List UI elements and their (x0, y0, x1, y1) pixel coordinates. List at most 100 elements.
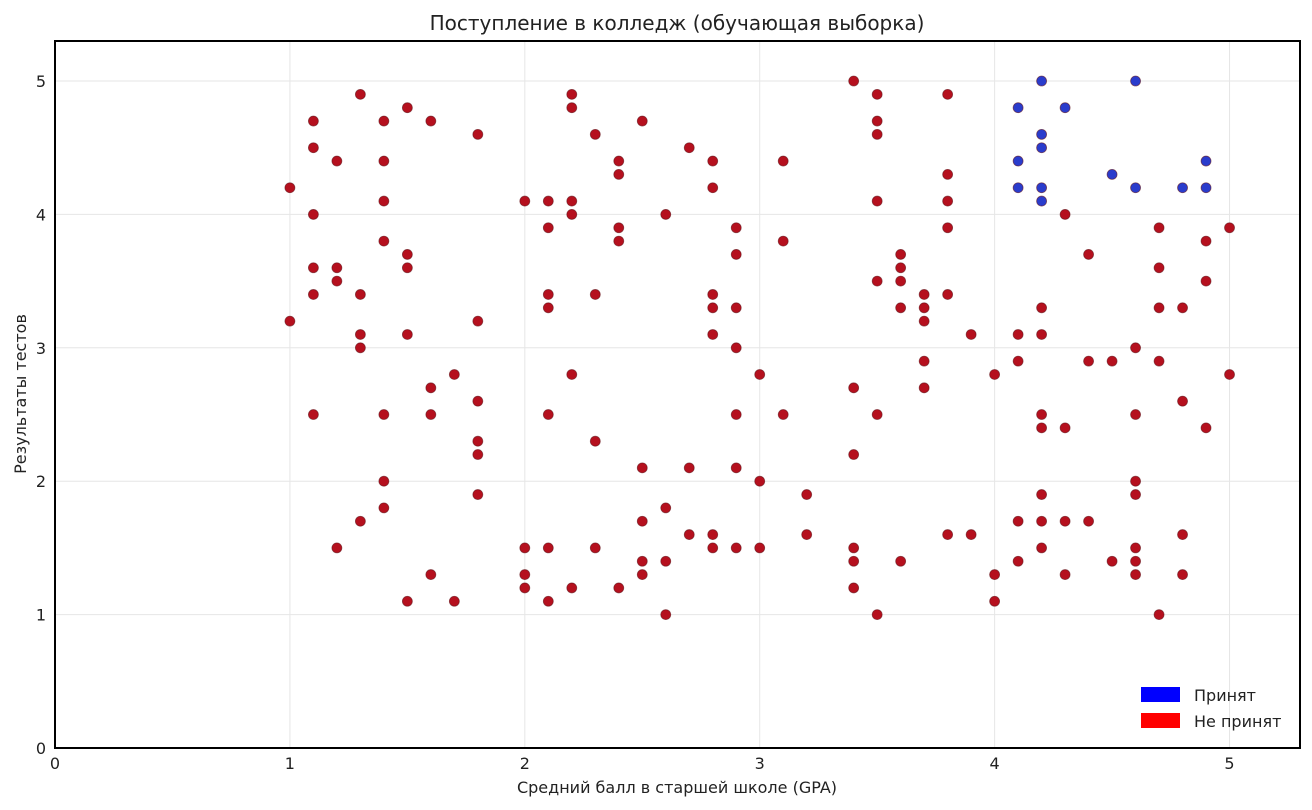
point-rejected (331, 155, 343, 167)
point-rejected (942, 529, 954, 540)
point-rejected (754, 542, 766, 554)
point-rejected (1177, 395, 1188, 407)
y-tick-label: 0 (36, 739, 46, 758)
point-accepted (1036, 182, 1048, 194)
y-axis-label: Результаты тестов (11, 314, 30, 474)
point-rejected (683, 142, 695, 154)
point-rejected (354, 289, 366, 300)
legend-swatch-accepted (1141, 687, 1180, 702)
point-rejected (1130, 569, 1141, 580)
point-rejected (378, 115, 390, 127)
point-rejected (425, 382, 437, 394)
point-rejected (354, 88, 366, 100)
point-rejected (566, 195, 578, 207)
point-rejected (1200, 422, 1212, 434)
point-rejected (1059, 209, 1071, 220)
point-accepted (1012, 102, 1024, 114)
point-rejected (1012, 355, 1024, 367)
point-rejected (1012, 515, 1024, 527)
point-rejected (542, 409, 554, 420)
y-tick-label: 1 (36, 606, 46, 625)
point-rejected (707, 289, 719, 300)
point-rejected (989, 595, 1001, 607)
point-accepted (1036, 142, 1048, 154)
point-rejected (730, 342, 742, 354)
y-tick-label: 5 (36, 72, 46, 91)
point-rejected (448, 369, 460, 380)
point-rejected (918, 289, 930, 300)
legend-swatch-rejected (1141, 713, 1180, 728)
point-rejected (378, 195, 390, 207)
point-rejected (754, 369, 766, 380)
point-rejected (378, 409, 390, 420)
point-rejected (1083, 249, 1094, 260)
point-rejected (613, 155, 625, 167)
point-rejected (378, 235, 390, 247)
point-rejected (683, 529, 695, 540)
point-accepted (1130, 182, 1141, 194)
point-rejected (378, 155, 390, 167)
point-rejected (1153, 222, 1165, 234)
point-rejected (1177, 569, 1188, 580)
point-rejected (1036, 542, 1048, 554)
point-accepted (1130, 75, 1141, 87)
point-accepted (1036, 195, 1048, 207)
point-rejected (307, 209, 319, 220)
point-rejected (730, 222, 742, 234)
point-rejected (566, 209, 578, 220)
point-rejected (918, 302, 930, 314)
point-rejected (589, 128, 601, 140)
point-rejected (636, 555, 648, 567)
y-tick-label: 2 (36, 472, 46, 491)
point-rejected (307, 142, 319, 154)
point-rejected (307, 115, 319, 127)
point-rejected (1200, 235, 1212, 247)
point-rejected (730, 249, 742, 260)
point-accepted (1012, 182, 1024, 194)
point-rejected (660, 555, 672, 567)
point-rejected (848, 555, 860, 567)
point-rejected (965, 329, 977, 340)
point-rejected (730, 302, 742, 314)
point-rejected (848, 582, 860, 594)
point-rejected (871, 115, 883, 127)
point-rejected (707, 182, 719, 194)
point-rejected (1106, 355, 1118, 367)
point-rejected (636, 462, 648, 474)
point-rejected (354, 329, 366, 340)
point-rejected (942, 222, 954, 234)
point-rejected (683, 462, 695, 474)
point-rejected (542, 195, 554, 207)
point-rejected (871, 195, 883, 207)
point-rejected (566, 369, 578, 380)
point-rejected (871, 275, 883, 287)
point-rejected (378, 502, 390, 514)
x-tick-label: 1 (285, 754, 295, 773)
point-rejected (1130, 489, 1141, 500)
y-tick-label: 3 (36, 339, 46, 358)
point-rejected (401, 595, 413, 607)
point-rejected (871, 88, 883, 100)
point-rejected (1012, 329, 1024, 340)
point-rejected (401, 102, 413, 114)
legend-label-rejected: Не принят (1194, 712, 1281, 731)
x-axis-ticks: 0 1 2 3 4 5 (50, 754, 1235, 773)
point-rejected (636, 115, 648, 127)
point-rejected (707, 542, 719, 554)
point-rejected (519, 195, 531, 207)
point-rejected (519, 582, 531, 594)
point-rejected (1059, 422, 1071, 434)
point-rejected (918, 315, 930, 327)
point-rejected (589, 289, 601, 300)
point-rejected (707, 302, 719, 314)
point-rejected (707, 329, 719, 340)
point-rejected (942, 168, 954, 180)
point-rejected (354, 515, 366, 527)
point-rejected (589, 542, 601, 554)
point-rejected (754, 475, 766, 487)
point-rejected (1036, 329, 1048, 340)
point-rejected (1012, 555, 1024, 567)
point-rejected (378, 475, 390, 487)
point-rejected (895, 555, 907, 567)
point-rejected (1059, 569, 1071, 580)
